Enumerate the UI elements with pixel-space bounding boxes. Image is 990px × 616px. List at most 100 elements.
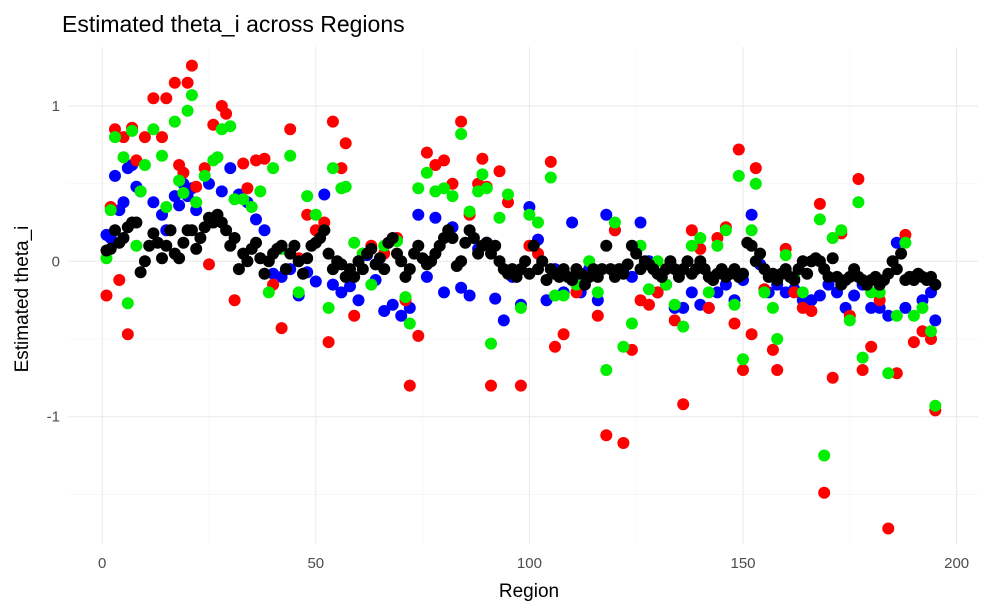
data-point <box>138 159 151 171</box>
data-point <box>301 252 314 265</box>
data-point <box>109 224 121 237</box>
data-point <box>890 236 903 249</box>
data-point <box>463 205 476 218</box>
data-point <box>356 263 369 276</box>
data-point <box>766 301 779 314</box>
data-point <box>890 263 903 276</box>
data-point <box>237 157 250 170</box>
data-point <box>813 289 826 302</box>
data-point <box>685 224 698 237</box>
data-point <box>899 236 912 249</box>
y-tick-label: -1 <box>47 409 60 426</box>
data-point <box>519 255 532 268</box>
data-point <box>339 137 352 150</box>
data-point <box>608 216 621 229</box>
data-point <box>514 301 527 314</box>
data-point <box>190 196 203 209</box>
data-point <box>480 182 493 195</box>
data-point <box>455 128 468 140</box>
data-point <box>297 267 309 280</box>
data-point <box>749 162 762 175</box>
data-point <box>181 76 194 89</box>
data-point <box>326 278 339 291</box>
data-point <box>344 280 356 293</box>
data-point <box>339 180 352 193</box>
x-tick-label: 100 <box>517 555 542 572</box>
data-point <box>916 301 929 314</box>
data-point <box>160 239 173 252</box>
data-point <box>788 274 801 286</box>
chart-title: Estimated theta_i across Regions <box>62 11 405 37</box>
data-point <box>288 239 301 252</box>
data-point <box>485 379 497 392</box>
data-point <box>591 286 604 299</box>
data-point <box>185 89 198 102</box>
data-point <box>890 367 903 380</box>
data-point <box>284 123 297 136</box>
data-point <box>532 216 544 229</box>
data-point <box>395 255 408 268</box>
data-point <box>788 286 801 299</box>
data-point <box>117 131 130 144</box>
data-point <box>326 115 339 128</box>
y-axis-title: Estimated theta_i <box>12 226 33 373</box>
data-point <box>203 258 215 271</box>
data-point <box>745 208 758 221</box>
data-point <box>292 286 305 299</box>
data-point <box>702 301 715 314</box>
data-point <box>403 263 416 276</box>
data-point <box>365 278 378 291</box>
data-point <box>929 399 942 412</box>
data-point <box>121 297 134 310</box>
data-point <box>104 242 117 255</box>
data-point <box>796 255 809 268</box>
data-point <box>403 317 416 330</box>
data-point <box>185 59 198 72</box>
data-point <box>758 286 771 299</box>
data-point <box>177 187 190 199</box>
data-point <box>156 252 168 265</box>
data-point <box>160 201 173 213</box>
data-point <box>643 298 655 311</box>
data-point <box>220 224 233 237</box>
data-point <box>668 298 681 311</box>
data-point <box>600 208 613 221</box>
data-point <box>412 239 425 252</box>
data-point <box>198 169 211 182</box>
data-point <box>865 340 878 353</box>
data-point <box>882 309 895 322</box>
data-point <box>527 239 540 252</box>
data-point <box>805 305 818 317</box>
data-point <box>215 185 228 198</box>
data-point <box>438 154 450 167</box>
data-point <box>250 236 262 249</box>
data-point <box>318 224 331 237</box>
data-point <box>228 193 241 206</box>
data-point <box>694 232 707 244</box>
data-point <box>455 115 468 128</box>
data-point <box>322 336 335 349</box>
data-point <box>250 213 262 226</box>
data-point <box>258 152 271 165</box>
data-point <box>113 274 126 286</box>
data-point <box>181 104 194 117</box>
data-point <box>326 162 339 175</box>
data-point <box>685 286 698 299</box>
data-points <box>100 59 942 535</box>
data-point <box>929 314 942 327</box>
data-point <box>412 182 425 195</box>
data-point <box>104 204 117 217</box>
data-point <box>895 247 908 260</box>
data-point <box>335 286 348 299</box>
data-point <box>156 131 168 144</box>
data-point <box>766 343 779 356</box>
data-point <box>621 258 634 271</box>
data-point <box>489 292 502 305</box>
data-point <box>412 208 425 221</box>
data-point <box>865 301 878 314</box>
x-tick-label: 50 <box>307 555 324 572</box>
data-point <box>668 314 681 327</box>
data-point <box>549 289 561 302</box>
data-point <box>476 168 489 181</box>
